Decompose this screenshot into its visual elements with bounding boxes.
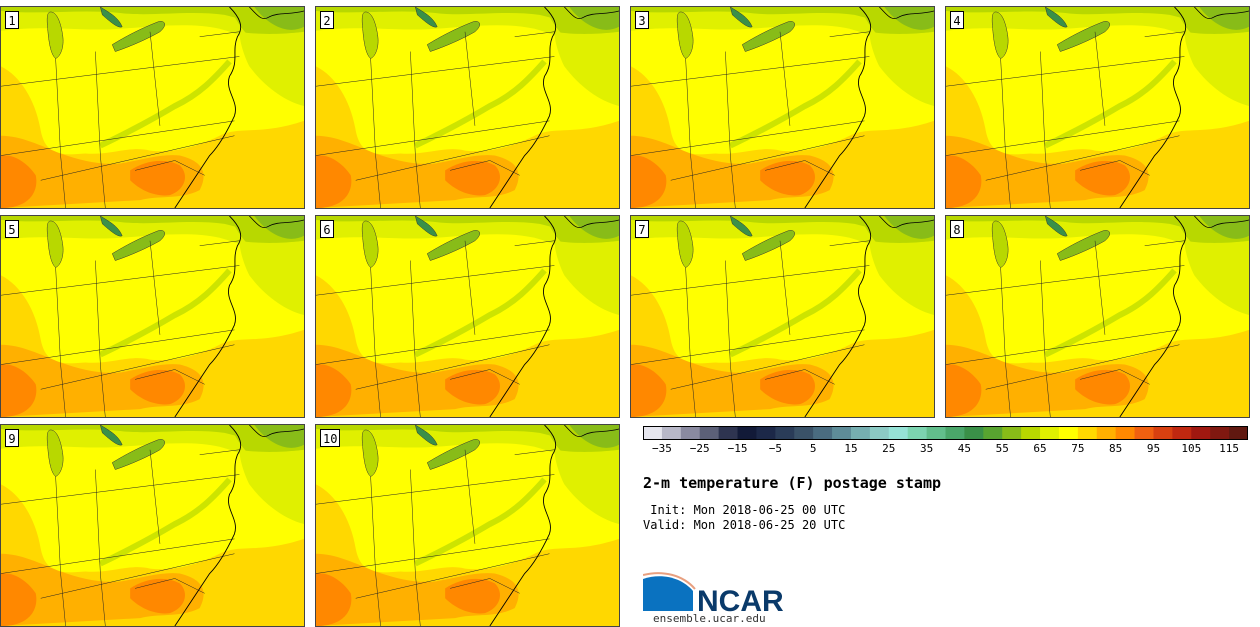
chart-title: 2-m temperature (F) postage stamp bbox=[643, 474, 942, 492]
colorbar-ticks: −35 −25 −15 −5 5 15 25 35 45 55 65 75 85 95 105 115 bbox=[643, 442, 1248, 458]
map-panel-10: 10 bbox=[315, 424, 620, 627]
colorbar-tick-label: −5 bbox=[768, 442, 782, 455]
temperature-map bbox=[1, 425, 304, 626]
map-panel-3: 3 bbox=[630, 6, 935, 209]
colorbar-tick-label: 35 bbox=[919, 442, 934, 455]
colorbar-bin bbox=[1040, 426, 1060, 440]
colorbar-bin bbox=[869, 426, 890, 440]
colorbar-tick-label: −15 bbox=[727, 442, 748, 455]
colorbar-tick-label: 45 bbox=[957, 442, 972, 455]
colorbar-bin bbox=[983, 426, 1003, 440]
colorbar-bin bbox=[1191, 426, 1211, 440]
colorbar-bin bbox=[737, 426, 757, 440]
colorbar-bin bbox=[1058, 426, 1079, 440]
colorbar-bin bbox=[964, 426, 984, 440]
colorbar-tick-label: 5 bbox=[809, 442, 817, 455]
ncar-logo: NCAR bbox=[643, 572, 784, 615]
temperature-map bbox=[316, 7, 619, 208]
map-panel-8: 8 bbox=[945, 215, 1250, 418]
colorbar-bin bbox=[1210, 426, 1230, 440]
temperature-map bbox=[631, 216, 934, 417]
init-time: Init: Mon 2018-06-25 00 UTC bbox=[643, 503, 846, 517]
colorbar-tick-label: 115 bbox=[1219, 442, 1240, 455]
temperature-map bbox=[316, 216, 619, 417]
temperature-map bbox=[316, 425, 619, 626]
temperature-colorbar bbox=[643, 426, 1248, 440]
colorbar-bin bbox=[926, 426, 946, 440]
colorbar-tick-label: 15 bbox=[844, 442, 858, 455]
map-panel-5: 5 bbox=[0, 215, 305, 418]
colorbar-tick-label: 25 bbox=[882, 442, 896, 455]
colorbar-bin bbox=[680, 426, 701, 440]
logo-url: ensemble.ucar.edu bbox=[653, 612, 766, 625]
panel-number: 9 bbox=[5, 429, 19, 447]
colorbar-bin bbox=[850, 426, 871, 440]
colorbar-bin bbox=[1153, 426, 1173, 440]
temperature-map bbox=[946, 7, 1249, 208]
colorbar-bin bbox=[813, 426, 833, 440]
colorbar-bin bbox=[1002, 426, 1022, 440]
colorbar-tick-label: 75 bbox=[1071, 442, 1085, 455]
colorbar-bin bbox=[775, 426, 795, 440]
panel-number: 1 bbox=[5, 11, 19, 29]
colorbar-bin bbox=[718, 426, 739, 440]
colorbar-bin bbox=[756, 426, 776, 440]
panel-number: 5 bbox=[5, 220, 19, 238]
map-panel-9: 9 bbox=[0, 424, 305, 627]
panel-number: 8 bbox=[950, 220, 964, 238]
panel-number: 7 bbox=[635, 220, 649, 238]
panel-number: 6 bbox=[320, 220, 334, 238]
colorbar-bin bbox=[1021, 426, 1041, 440]
panel-number: 4 bbox=[950, 11, 964, 29]
colorbar-bin bbox=[1077, 426, 1098, 440]
colorbar-bin bbox=[1096, 426, 1117, 440]
colorbar-bin bbox=[945, 426, 965, 440]
map-panel-2: 2 bbox=[315, 6, 620, 209]
valid-time: Valid: Mon 2018-06-25 20 UTC bbox=[643, 518, 846, 532]
temperature-map bbox=[631, 7, 934, 208]
logo-text: NCAR bbox=[697, 585, 784, 615]
temperature-map bbox=[1, 7, 304, 208]
temperature-map bbox=[946, 216, 1249, 417]
colorbar-bin bbox=[832, 426, 852, 440]
colorbar-tick-label: −25 bbox=[689, 442, 710, 455]
colorbar-bin bbox=[1134, 426, 1154, 440]
panel-number: 3 bbox=[635, 11, 649, 29]
map-panel-6: 6 bbox=[315, 215, 620, 418]
map-panel-7: 7 bbox=[630, 215, 935, 418]
map-panel-1: 1 bbox=[0, 6, 305, 209]
colorbar-tick-label: 55 bbox=[995, 442, 1009, 455]
colorbar-bin bbox=[661, 426, 682, 440]
colorbar-bin bbox=[907, 426, 928, 440]
colorbar-bin bbox=[794, 426, 814, 440]
panel-number: 2 bbox=[320, 11, 334, 29]
colorbar-tick-label: 95 bbox=[1146, 442, 1161, 455]
map-panel-4: 4 bbox=[945, 6, 1250, 209]
temperature-map bbox=[1, 216, 304, 417]
colorbar-bin bbox=[1115, 426, 1136, 440]
colorbar-bin bbox=[1172, 426, 1192, 440]
colorbar-tick-label: 65 bbox=[1033, 442, 1047, 455]
colorbar-bin bbox=[699, 426, 720, 440]
colorbar-tick-label: 85 bbox=[1109, 442, 1123, 455]
colorbar-tick-label: 105 bbox=[1181, 442, 1202, 455]
colorbar-bin bbox=[888, 426, 909, 440]
colorbar-bin bbox=[1229, 426, 1248, 440]
colorbar-bin bbox=[643, 426, 663, 440]
colorbar-tick-label: −35 bbox=[651, 442, 672, 455]
panel-number: 10 bbox=[320, 429, 341, 447]
